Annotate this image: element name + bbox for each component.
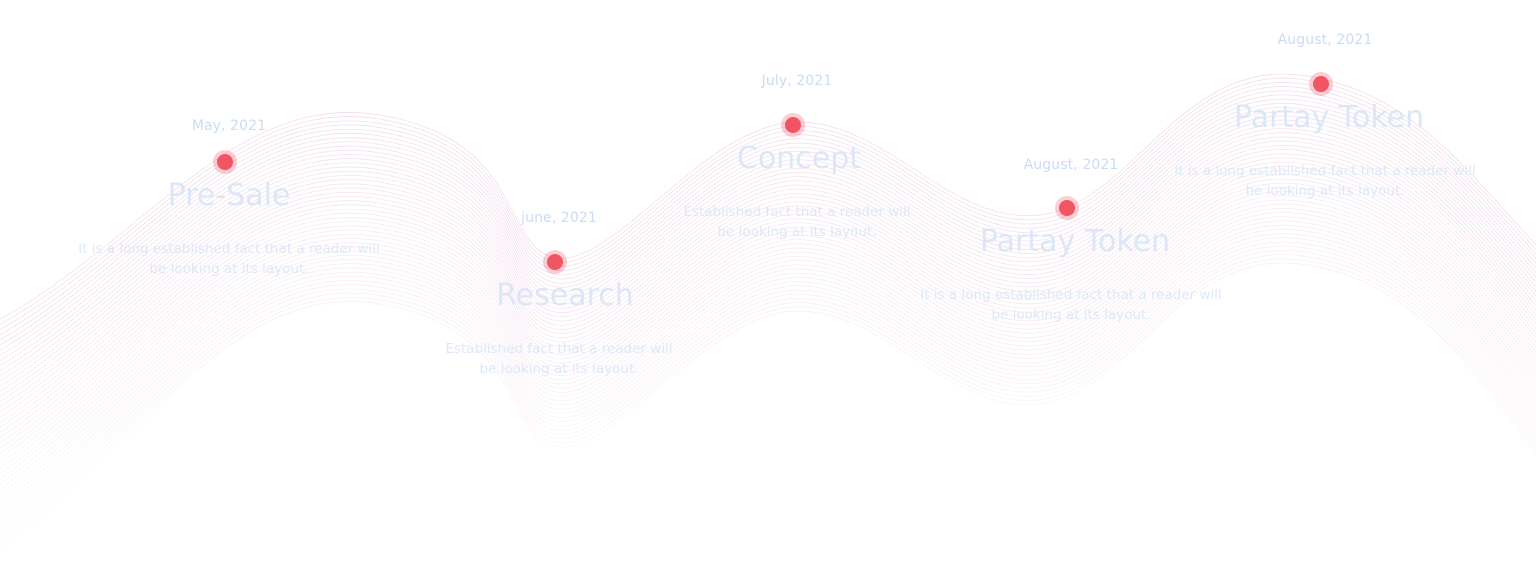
milestone-description: It is a long established fact that a rea… [920, 287, 1222, 323]
milestone-title: Partay Token [979, 224, 1171, 259]
milestone-title: Concept [736, 141, 862, 176]
milestone-dot-icon [785, 117, 801, 133]
milestone-date: August, 2021 [1023, 157, 1119, 173]
milestone-title: Pre-Sale [167, 178, 291, 213]
milestone-title: Partay Token [1233, 100, 1425, 135]
milestone-dot-icon [217, 154, 233, 170]
milestone-description: It is a long established fact that a rea… [78, 241, 380, 277]
milestone-date: August, 2021 [1277, 32, 1373, 48]
milestone-dot-icon [547, 254, 563, 270]
milestone-title: Research [496, 278, 634, 313]
milestone-description: Established fact that a reader will be l… [445, 341, 673, 377]
milestone-description: It is a long established fact that a rea… [1174, 163, 1476, 199]
milestone-dot-icon [1059, 200, 1075, 216]
milestone-description: Established fact that a reader will be l… [683, 204, 911, 240]
milestone-date: May, 2021 [191, 118, 267, 134]
milestone-date: July, 2021 [761, 73, 833, 89]
milestone-dot-icon [1313, 76, 1329, 92]
milestone-date: june, 2021 [521, 210, 597, 226]
